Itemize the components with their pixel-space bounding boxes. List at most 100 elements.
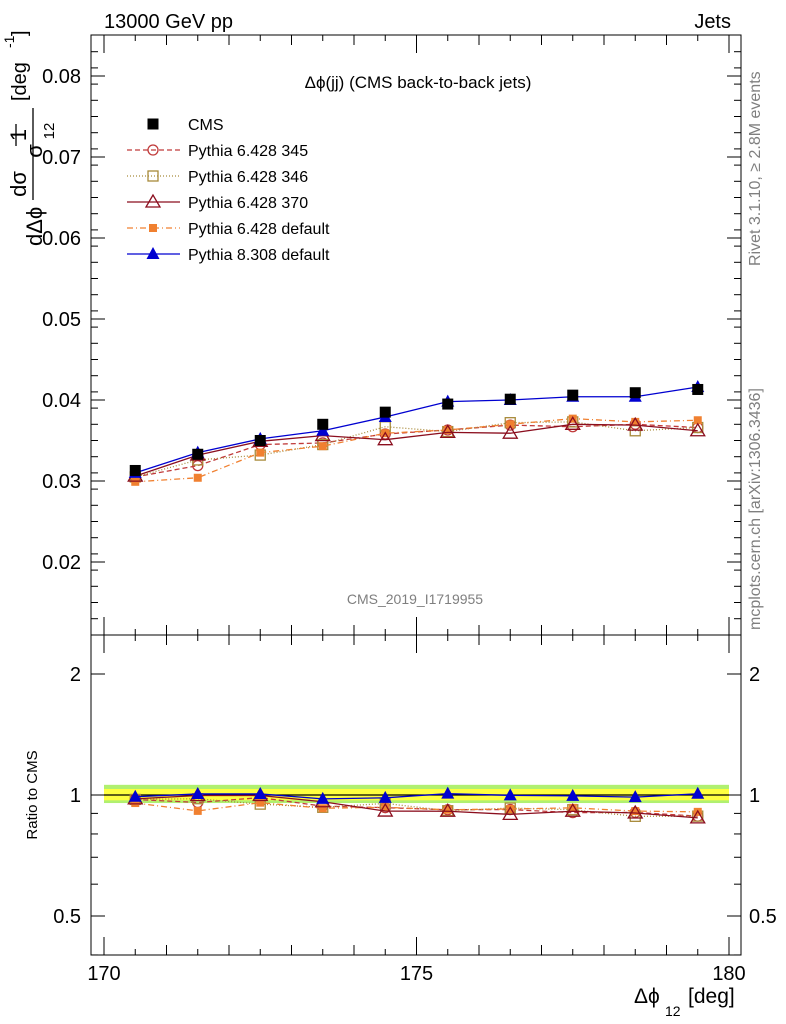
ratio-point-p6def — [506, 804, 515, 813]
point-cms — [442, 398, 454, 410]
point-p6def — [256, 448, 265, 457]
ratio-y-label: Ratio to CMS — [24, 750, 41, 839]
ratio-point-p8def — [316, 791, 330, 804]
ylabel-unit-close: ] — [9, 30, 31, 36]
ratio-point-p6def — [443, 805, 452, 814]
ratio-y-tick-label-right: 1 — [749, 785, 760, 807]
ratio-point-p346 — [504, 802, 516, 814]
x-axis-label: Δϕ 12 [deg] — [634, 985, 735, 1019]
ylabel-sigma: σ — [22, 144, 47, 158]
main-series-group — [127, 380, 706, 486]
legend: CMS Pythia 6.428 345 Pythia 6.428 346 Pythi… — [127, 117, 330, 264]
ratio-point-p8def — [378, 790, 392, 803]
ratio-series-p8def — [128, 786, 705, 804]
legend-label-p370: Pythia 6.428 370 — [188, 195, 308, 212]
ratio-point-p370 — [689, 809, 706, 824]
xlabel-symbol: Δϕ — [634, 985, 660, 1008]
x-tick-label: 170 — [87, 963, 120, 985]
legend-label-cms: CMS — [188, 117, 224, 134]
ylabel-unit: [deg — [9, 62, 31, 101]
ratio-point-p6def — [131, 799, 140, 808]
legend-label-p345: Pythia 6.428 345 — [188, 143, 308, 160]
ylabel-unit-exponent: -1 — [1, 35, 17, 48]
ratio-point-p8def — [566, 788, 580, 801]
point-cms — [379, 406, 391, 418]
ratio-point-p370 — [502, 806, 519, 821]
ratio-point-p6def — [318, 804, 327, 813]
ratio-point-p6def — [381, 803, 390, 812]
y-tick-label: 0.06 — [42, 228, 81, 250]
ratio-point-p8def — [691, 786, 705, 799]
point-p370 — [564, 416, 581, 430]
ratio-point-p370 — [627, 804, 644, 819]
legend-entry-p6def: Pythia 6.428 default — [127, 221, 330, 238]
point-p370 — [627, 416, 644, 431]
legend-entry-p8def: Pythia 8.308 default — [127, 247, 330, 264]
legend-label-p8def: Pythia 8.308 default — [188, 247, 330, 264]
x-tick-label: 180 — [712, 963, 745, 985]
y-tick-label: 0.05 — [42, 309, 81, 331]
ratio-point-p370 — [564, 802, 581, 817]
point-p6def — [443, 425, 452, 434]
ratio-x-axis: 170 175 180 — [87, 635, 746, 985]
legend-entry-p370: Pythia 6.428 370 — [127, 193, 308, 212]
ratio-line-p8def — [135, 792, 698, 800]
series-line-p6def — [135, 417, 698, 483]
legend-entry-p346: Pythia 6.428 346 — [127, 169, 308, 186]
point-p6def — [318, 442, 327, 451]
ylabel-numerator: dσ — [6, 171, 31, 197]
main-y-label: 1 σ dσ dΔϕ 12 [deg -1 ] — [1, 30, 58, 246]
ratio-y-tick-label: 0.5 — [53, 906, 81, 928]
point-cms — [192, 448, 204, 460]
ratio-point-p8def — [128, 789, 142, 802]
y-tick-label: 0.08 — [42, 66, 81, 88]
point-p370 — [377, 431, 394, 446]
legend-marker-cms — [147, 118, 159, 130]
series-p346 — [129, 416, 704, 483]
ylabel-one: 1 — [6, 129, 31, 141]
y-tick-label: 0.04 — [42, 390, 81, 412]
ratio-line-p6def — [135, 802, 698, 813]
ratio-point-p370 — [377, 802, 394, 817]
series-p8def — [128, 380, 705, 478]
ratio-panel: 0.5 0.5 1 1 2 2 170 175 180 Ratio to CMS — [24, 634, 777, 985]
ratio-series-group — [127, 786, 706, 824]
ratio-y-axis: 0.5 0.5 1 1 2 2 — [53, 664, 777, 956]
y-tick-label: 0.03 — [42, 471, 81, 493]
main-panel: 0.02 0.03 0.04 0.05 0.06 0.07 0.08 Δϕ(jj) (CMS… — [42, 34, 742, 636]
mcplots-label: mcplots.cern.ch [arXiv:1306.3436] — [747, 388, 764, 630]
analysis-watermark: CMS_2019_I1719955 — [347, 591, 483, 607]
series-line-p345 — [135, 423, 698, 478]
point-cms — [317, 418, 329, 430]
plot-title: Δϕ(jj) (CMS back-to-back jets) — [305, 73, 532, 92]
legend-entry-cms: CMS — [147, 117, 224, 134]
point-cms — [629, 387, 641, 399]
point-cms — [129, 464, 141, 476]
ratio-point-p8def — [441, 786, 455, 799]
legend-marker-p345 — [147, 144, 159, 156]
xlabel-subscript: 12 — [665, 1003, 681, 1019]
point-p6def — [506, 420, 515, 429]
point-p370 — [689, 422, 706, 437]
series-line-p346 — [135, 421, 698, 478]
ratio-y-tick-label-right: 0.5 — [749, 906, 777, 928]
ratio-point-p6def — [193, 806, 202, 815]
series-line-p8def — [135, 386, 698, 474]
ratio-y-tick-label: 1 — [70, 785, 81, 807]
point-p370 — [502, 424, 519, 439]
ratio-point-p8def — [253, 786, 267, 799]
legend-entry-p345: Pythia 6.428 345 — [127, 143, 308, 160]
series-cms — [129, 383, 704, 476]
series-p6def — [131, 414, 702, 486]
xlabel-unit: [deg] — [688, 985, 735, 1008]
ratio-point-p6def — [568, 803, 577, 812]
legend-label-p346: Pythia 6.428 346 — [188, 169, 308, 186]
point-p6def — [693, 416, 702, 425]
point-cms — [567, 389, 579, 401]
main-x-ticks — [103, 35, 730, 635]
ratio-y-tick-label: 2 — [70, 664, 81, 686]
ratio-series-p6def — [131, 798, 702, 816]
header-energy-label: 13000 GeV pp — [104, 11, 233, 33]
ratio-point-p370 — [439, 802, 456, 817]
